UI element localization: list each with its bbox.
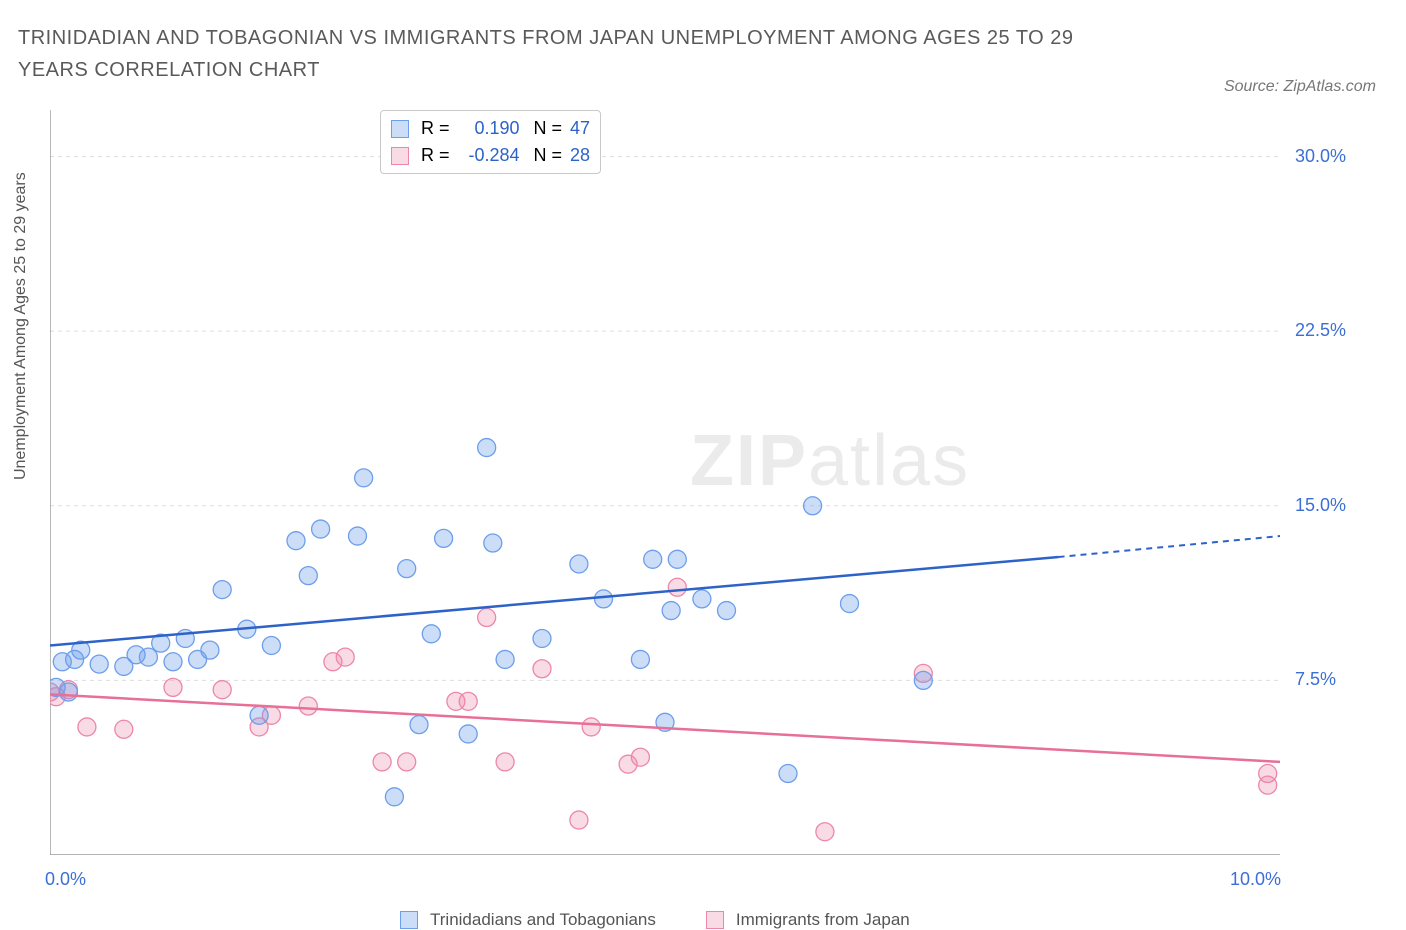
y-tick-label: 7.5% <box>1295 669 1336 690</box>
r-value-b: -0.284 <box>458 142 520 169</box>
y-tick-label: 30.0% <box>1295 146 1346 167</box>
chart-title: TRINIDADIAN AND TOBAGONIAN VS IMMIGRANTS… <box>18 22 1138 86</box>
x-tick-label: 0.0% <box>45 869 86 890</box>
legend-item-b: Immigrants from Japan <box>706 910 910 930</box>
swatch-series-b <box>391 147 409 165</box>
r-value-a: 0.190 <box>458 115 520 142</box>
legend-label-b: Immigrants from Japan <box>736 910 910 930</box>
n-label: N = <box>534 115 563 142</box>
correlation-stats-box: R = 0.190 N = 47 R = -0.284 N = 28 <box>380 110 601 174</box>
r-label: R = <box>421 115 450 142</box>
plot-area: ZIPatlas R = 0.190 N = 47 R = -0.284 N =… <box>50 110 1280 855</box>
n-value-a: 47 <box>570 115 590 142</box>
swatch-series-a <box>391 120 409 138</box>
r-label: R = <box>421 142 450 169</box>
legend: Trinidadians and Tobagonians Immigrants … <box>400 910 910 930</box>
scatter-plot <box>50 110 1280 855</box>
y-tick-label: 15.0% <box>1295 495 1346 516</box>
legend-label-a: Trinidadians and Tobagonians <box>430 910 656 930</box>
source-attribution: Source: ZipAtlas.com <box>1224 78 1376 96</box>
n-value-b: 28 <box>570 142 590 169</box>
stats-row-series-b: R = -0.284 N = 28 <box>391 142 590 169</box>
legend-item-a: Trinidadians and Tobagonians <box>400 910 656 930</box>
y-tick-label: 22.5% <box>1295 320 1346 341</box>
legend-swatch-a <box>400 911 418 929</box>
y-axis-label: Unemployment Among Ages 25 to 29 years <box>12 172 30 480</box>
stats-row-series-a: R = 0.190 N = 47 <box>391 115 590 142</box>
x-tick-label: 10.0% <box>1230 869 1281 890</box>
chart-container: TRINIDADIAN AND TOBAGONIAN VS IMMIGRANTS… <box>0 0 1406 930</box>
n-label: N = <box>534 142 563 169</box>
legend-swatch-b <box>706 911 724 929</box>
